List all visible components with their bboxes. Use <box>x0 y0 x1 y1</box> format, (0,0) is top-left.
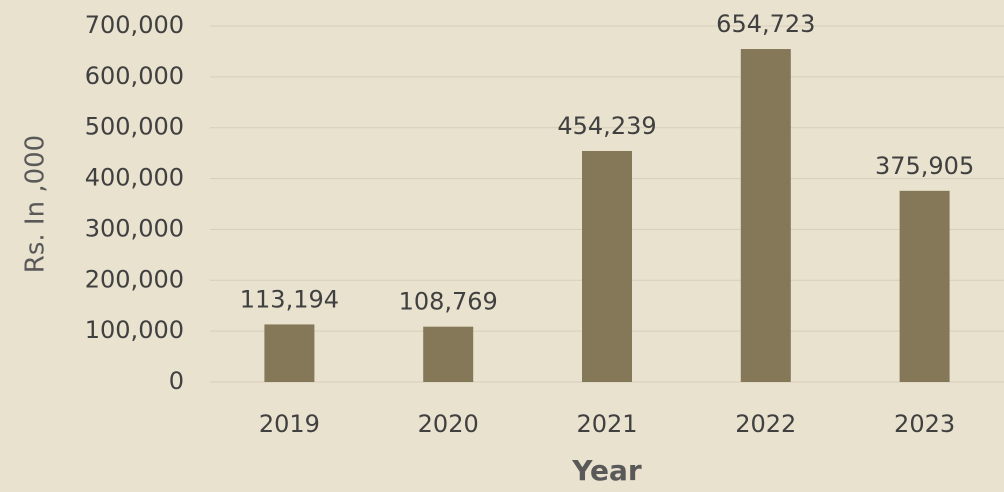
y-tick-label: 100,000 <box>85 316 184 344</box>
y-tick-label: 500,000 <box>85 113 184 141</box>
y-tick-label: 600,000 <box>85 62 184 90</box>
bar <box>423 326 474 382</box>
data-label: 108,769 <box>399 288 498 316</box>
x-tick-label: 2023 <box>894 410 955 438</box>
bar <box>582 150 632 382</box>
x-tick-label: 2022 <box>735 410 796 438</box>
data-label: 113,194 <box>240 285 339 313</box>
bar <box>899 190 950 382</box>
x-tick-label: 2021 <box>576 410 637 438</box>
y-tick-label: 0 <box>169 367 184 395</box>
y-tick-label: 400,000 <box>85 164 184 192</box>
data-label: 375,905 <box>875 152 974 180</box>
data-label: 654,723 <box>716 10 815 38</box>
data-label: 454,239 <box>557 112 656 140</box>
bar <box>740 49 791 383</box>
y-tick-label: 200,000 <box>85 265 184 293</box>
y-tick-label: 300,000 <box>85 214 184 242</box>
x-tick-label: 2020 <box>418 410 479 438</box>
y-axis-title: Rs. In ,000 <box>21 135 51 273</box>
x-tick-label: 2019 <box>259 410 320 438</box>
x-axis-title: Year <box>571 454 642 487</box>
y-tick-label: 700,000 <box>85 11 184 39</box>
bar <box>264 324 315 382</box>
